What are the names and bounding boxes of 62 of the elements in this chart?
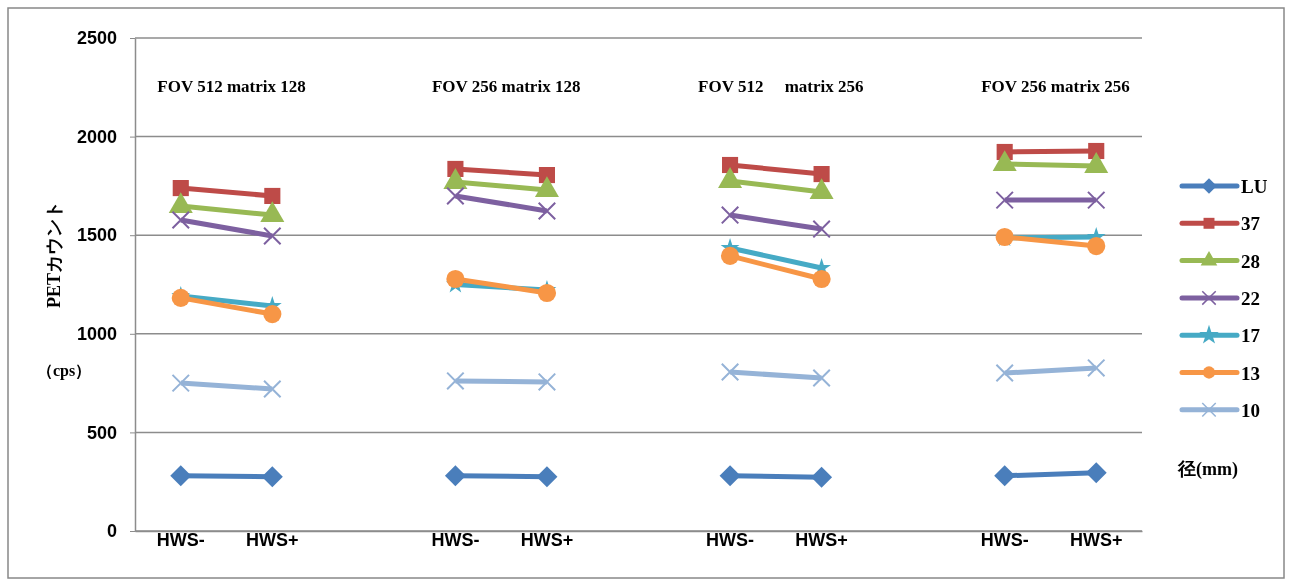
- x-tick-label: HWS-: [431, 530, 480, 550]
- point: [1085, 462, 1107, 484]
- legend-label: 37: [1241, 213, 1261, 235]
- point: [1087, 236, 1106, 256]
- legend-label: 28: [1241, 250, 1260, 272]
- point: [537, 372, 557, 392]
- x-tick-label: HWS+: [246, 530, 299, 550]
- point: [170, 465, 192, 487]
- point: [720, 246, 740, 265]
- annotation: FOV 256 matrix 256: [981, 77, 1130, 96]
- x-tick-label: HWS-: [980, 530, 1029, 550]
- point: [812, 368, 831, 388]
- legend-title: 径(mm): [1177, 459, 1238, 480]
- point: [172, 180, 189, 197]
- legend-label: 17: [1241, 325, 1261, 347]
- point: [536, 466, 558, 488]
- y-tick-label: 2500: [76, 28, 117, 49]
- y-tick-label: 2000: [76, 126, 117, 147]
- point: [171, 373, 191, 393]
- point: [720, 362, 740, 382]
- x-tick-label: HWS+: [795, 530, 848, 550]
- annotation: FOV 256 matrix 128: [431, 77, 581, 96]
- text: （cps）: [36, 362, 92, 380]
- x-tick-label: HWS-: [706, 530, 755, 550]
- point: [264, 187, 281, 205]
- point: [721, 156, 739, 174]
- point: [263, 379, 282, 399]
- legend-label: 10: [1241, 399, 1260, 421]
- point: [446, 186, 465, 206]
- legend-label: 13: [1241, 362, 1260, 384]
- point: [1086, 358, 1106, 378]
- point: [813, 166, 830, 183]
- point: [1086, 190, 1106, 210]
- point: [994, 465, 1016, 487]
- point: [263, 226, 282, 246]
- point: [812, 269, 831, 289]
- point: [811, 466, 833, 488]
- point: [537, 283, 557, 303]
- point: [261, 466, 283, 488]
- point: [446, 371, 465, 391]
- legend-label: 22: [1241, 287, 1260, 309]
- point: [995, 190, 1014, 210]
- point: [263, 305, 282, 324]
- y-tick-label: 500: [86, 422, 117, 443]
- point: [720, 205, 740, 225]
- point: [444, 465, 466, 487]
- point: [171, 210, 191, 230]
- x-tick-label: HWS+: [1069, 530, 1123, 550]
- y-tick-label: 1000: [76, 324, 117, 345]
- y-tick-label: 1500: [76, 225, 117, 246]
- y-axis-title: PETカウント: [44, 200, 64, 309]
- point: [812, 219, 831, 239]
- legend-label: LU: [1241, 176, 1268, 197]
- point: [719, 465, 741, 487]
- point: [537, 201, 557, 221]
- annotation: FOV 512 matrix 256: [698, 77, 864, 96]
- point: [995, 363, 1014, 383]
- x-tick-label: HWS+: [520, 530, 574, 550]
- point: [446, 269, 465, 289]
- x-tick-label: HWS-: [156, 530, 205, 550]
- annotation: FOV 512 matrix 128: [157, 77, 306, 96]
- y-tick-label: 0: [106, 521, 117, 542]
